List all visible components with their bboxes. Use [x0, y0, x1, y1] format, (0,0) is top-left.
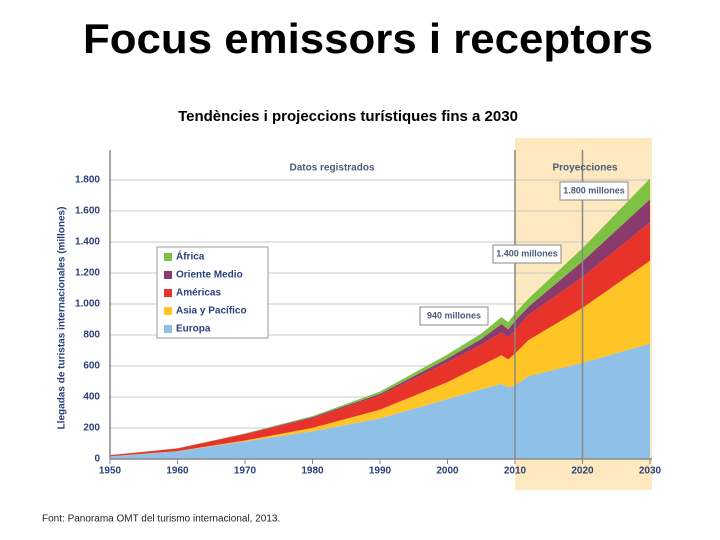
chart-title: Tendències i projeccions turístiques fin…	[178, 108, 518, 125]
x-tick-label: 1950	[99, 466, 122, 477]
y-axis-label: Llegadas de turistas internacionales (mi…	[57, 207, 68, 430]
annotation-box	[492, 244, 562, 264]
y-tick-label: 800	[83, 330, 100, 341]
legend-label: Europa	[176, 324, 211, 335]
legend-label: Américas	[176, 288, 221, 299]
x-tick-label: 2010	[504, 466, 527, 477]
x-tick-label: 2020	[571, 466, 594, 477]
legend-box	[156, 246, 269, 339]
legend-label: África	[176, 250, 205, 263]
y-tick-label: 1.200	[75, 268, 100, 279]
area-2	[110, 222, 650, 457]
legend-label: Asia y Pacífico	[176, 306, 247, 317]
annotation: 1.400 millones	[496, 248, 558, 258]
legend-swatch	[164, 253, 172, 261]
legend-swatch	[164, 271, 172, 279]
slide-title: Focus emissors i receptors	[83, 15, 653, 62]
y-tick-label: 200	[83, 423, 100, 434]
x-tick-label: 1960	[166, 466, 189, 477]
annotation: 1.800 millones	[563, 185, 625, 195]
legend-swatch	[164, 289, 172, 297]
y-tick-label: 0	[94, 454, 100, 465]
legend-swatch	[164, 325, 172, 333]
annotation: Proyecciones	[552, 163, 617, 174]
source: Font: Panorama OMT del turismo internaci…	[42, 514, 280, 525]
annotation-box	[559, 181, 629, 201]
x-tick-label: 1990	[369, 466, 392, 477]
x-tick-label: 2000	[436, 466, 459, 477]
annotation: 940 millones	[427, 310, 481, 320]
y-tick-label: 600	[83, 361, 100, 372]
annotation: Datos registrados	[289, 163, 374, 174]
x-tick-label: 2030	[639, 466, 662, 477]
annotation-box	[419, 306, 489, 326]
y-tick-label: 1.800	[75, 175, 100, 186]
y-tick-label: 1.400	[75, 237, 100, 248]
legend-label: Oriente Medio	[176, 270, 243, 281]
y-tick-label: 1.600	[75, 206, 100, 217]
legend-swatch	[164, 307, 172, 315]
x-tick-label: 1970	[234, 466, 257, 477]
area-1	[110, 260, 650, 457]
y-tick-label: 400	[83, 392, 100, 403]
x-tick-label: 1980	[301, 466, 324, 477]
y-tick-label: 1.000	[75, 299, 100, 310]
